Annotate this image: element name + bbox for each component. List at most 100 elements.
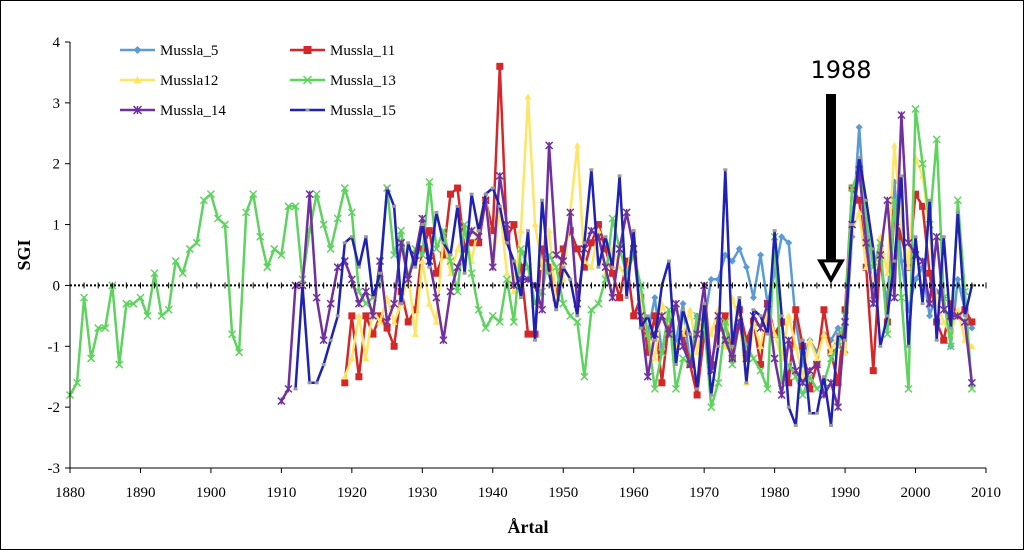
data-point [791,366,800,375]
data-point [502,275,511,284]
data-point [587,226,596,235]
data-point [643,330,652,339]
legend-entry: Mussla12 [120,73,218,89]
data-point [673,363,678,367]
data-point [651,294,659,302]
x-tick-label: 1910 [266,485,296,501]
data-point [960,317,969,326]
data-point [940,336,948,344]
data-point [178,269,187,278]
data-point [645,314,650,318]
data-point [953,196,962,205]
data-point [927,198,932,202]
data-point [497,204,502,208]
x-tick-label: 1990 [830,485,860,501]
data-point [228,330,237,339]
data-point [855,123,863,131]
data-point [495,317,504,326]
data-point [335,314,340,318]
data-point [446,269,454,277]
data-point [510,221,518,229]
data-point [342,241,347,245]
data-point [948,326,953,330]
data-point [363,235,368,239]
data-point [333,214,342,223]
data-point [516,244,525,253]
data-point [785,239,793,247]
data-point [390,299,399,308]
annotation-arrow-shaft [825,94,836,260]
data-point [800,338,805,342]
data-point [348,354,356,362]
data-point [904,263,912,270]
data-point [749,354,758,363]
data-point [341,373,349,380]
data-point [454,245,462,252]
data-point [693,391,701,399]
data-point [623,257,631,265]
data-point [314,381,319,385]
data-point [805,366,814,375]
data-point [411,306,419,314]
data-point [728,257,736,265]
annotation-1988: 1988 [810,56,872,284]
data-point [503,269,511,277]
data-point [355,312,363,319]
data-point [439,251,447,259]
data-point [122,299,131,308]
data-point [742,263,750,271]
data-point [601,263,610,272]
x-tick-label: 1970 [689,485,719,501]
data-point [554,308,559,312]
data-point [446,190,454,198]
x-tick-label: 1890 [125,485,155,501]
data-point [341,379,349,387]
data-point [912,190,920,198]
data-point [820,306,828,314]
data-point [603,235,608,239]
data-point [347,208,356,217]
data-point [806,385,814,393]
data-point [622,208,631,217]
data-point [136,293,145,302]
y-tick-label: 1 [53,218,61,234]
data-point [587,305,596,314]
data-point [171,257,180,266]
data-point [812,384,821,393]
data-point [828,423,833,427]
data-point [926,312,934,320]
data-point [199,196,208,205]
data-point [468,239,476,247]
data-point [312,190,321,199]
data-point [256,232,265,241]
data-point [638,326,643,330]
data-point [425,177,434,187]
data-point [785,312,793,319]
data-point [897,233,905,241]
data-point [602,245,610,253]
data-point [784,336,793,345]
data-point [545,141,554,150]
data-point [552,250,561,260]
data-point [757,342,765,350]
data-point [890,141,898,149]
data-point [524,93,532,100]
data-point [751,308,756,312]
data-point [686,360,695,369]
data-point [454,184,462,192]
data-point [455,204,460,208]
data-point [312,293,321,302]
data-point [678,342,688,351]
data-point [758,314,763,318]
data-point [756,366,765,375]
data-point [919,202,927,210]
data-point [721,312,729,320]
data-point [765,332,770,336]
legend-label: Mussla_11 [330,43,395,59]
data-point [406,241,411,245]
data-point [652,338,657,342]
data-point [967,378,976,387]
data-point [132,105,143,115]
data-point [695,387,700,391]
x-tick-label: 1930 [407,485,437,501]
